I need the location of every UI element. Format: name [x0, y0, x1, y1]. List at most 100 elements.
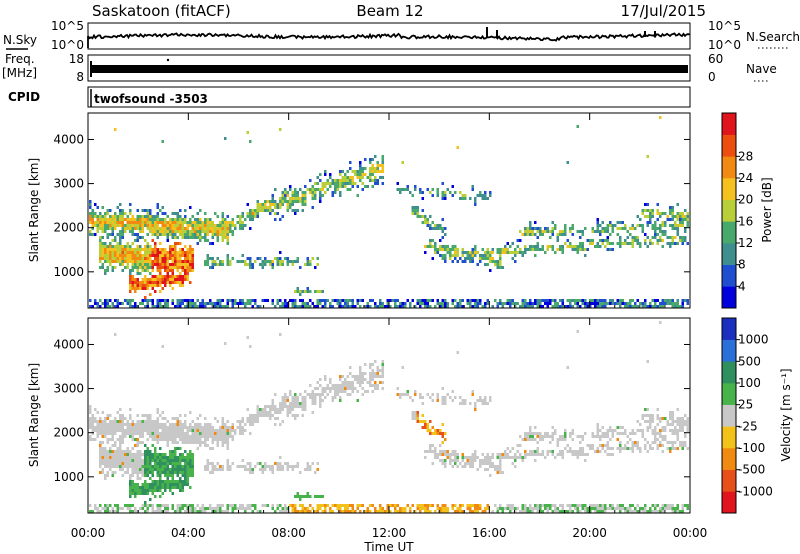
- power-cell: [99, 239, 102, 242]
- power-cell: [189, 245, 192, 248]
- power-cell: [301, 209, 304, 212]
- power-cell: [614, 224, 617, 227]
- power-cell: [374, 170, 377, 173]
- power-cell: [214, 227, 217, 230]
- power-cell: [89, 305, 92, 308]
- velocity-cell: [614, 507, 617, 510]
- velocity-cell: [156, 429, 159, 432]
- velocity-cell: [159, 474, 162, 477]
- power-cell: [119, 209, 122, 212]
- power-cell: [629, 233, 632, 236]
- power-cell: [94, 212, 97, 215]
- power-cell: [329, 185, 332, 188]
- velocity-cell: [426, 450, 429, 453]
- velocity-cell: [531, 453, 534, 456]
- power-cell: [121, 236, 124, 239]
- power-cell: [221, 263, 224, 266]
- velocity-cell: [654, 429, 657, 432]
- power-cell: [134, 290, 137, 293]
- velocity-cell: [456, 510, 459, 513]
- power-cell: [289, 188, 292, 191]
- velocity-cell: [214, 468, 217, 471]
- velocity-cell: [116, 423, 119, 426]
- velocity-cell: [356, 399, 359, 402]
- velocity-cell: [376, 387, 379, 390]
- velocity-cell: [676, 447, 679, 450]
- power-cell: [179, 251, 182, 254]
- velocity-cell: [146, 453, 149, 456]
- power-cell: [401, 302, 404, 305]
- velocity-cell: [416, 420, 419, 423]
- velocity-cell: [661, 450, 664, 453]
- velocity-cell: [454, 456, 457, 459]
- power-cell: [121, 224, 124, 227]
- power-cell: [441, 218, 444, 221]
- velocity-cell: [339, 375, 342, 378]
- velocity-cell: [454, 396, 457, 399]
- power-cell: [424, 305, 427, 308]
- velocity-cell: [596, 510, 599, 513]
- power-cell: [579, 299, 582, 302]
- velocity-cell: [556, 441, 559, 444]
- velocity-cell: [331, 504, 334, 507]
- velocity-cell: [686, 429, 689, 432]
- velocity-cell: [614, 429, 617, 432]
- velocity-cell: [639, 429, 642, 432]
- power-cell: [146, 212, 149, 215]
- power-cell: [519, 251, 522, 254]
- noise-left-label: N.Sky: [3, 33, 37, 47]
- velocity-cell: [679, 441, 682, 444]
- power-cell: [649, 242, 652, 245]
- power-cell: [169, 257, 172, 260]
- velocity-cell: [216, 435, 219, 438]
- velocity-cell: [496, 468, 499, 471]
- velocity-cell: [516, 444, 519, 447]
- velocity-cell: [286, 465, 289, 468]
- power-cell: [291, 191, 294, 194]
- velocity-cell: [139, 468, 142, 471]
- power-cell: [524, 299, 527, 302]
- power-cell: [154, 281, 157, 284]
- power-cell: [226, 215, 229, 218]
- power-cell: [179, 266, 182, 269]
- power-cell: [291, 263, 294, 266]
- velocity-cell: [241, 417, 244, 420]
- power-cell: [594, 245, 597, 248]
- power-cell: [291, 197, 294, 200]
- power-cell: [506, 242, 509, 245]
- power-cell: [571, 227, 574, 230]
- velocity-cell: [229, 465, 232, 468]
- velocity-cell: [144, 459, 147, 462]
- power-cell: [169, 278, 172, 281]
- power-cell: [171, 221, 174, 224]
- power-cell: [129, 260, 132, 263]
- velocity-cell: [199, 429, 202, 432]
- velocity-cell: [201, 510, 204, 513]
- velocity-cell: [196, 417, 199, 420]
- power-cell: [444, 257, 447, 260]
- power-cell: [209, 224, 212, 227]
- velocity-cell: [134, 486, 137, 489]
- power-cell: [289, 185, 292, 188]
- velocity-cell: [154, 465, 157, 468]
- velocity-cell: [681, 441, 684, 444]
- power-cell: [146, 260, 149, 263]
- velocity-cell: [594, 510, 597, 513]
- power-cell: [249, 227, 252, 230]
- velocity-cell: [226, 462, 229, 465]
- velocity-cell: [131, 471, 134, 474]
- power-cell: [94, 215, 97, 218]
- power-cell: [529, 227, 532, 230]
- power-cell: [164, 254, 167, 257]
- velocity-cell: [171, 477, 174, 480]
- power-cell: [171, 275, 174, 278]
- velocity-cell: [89, 420, 92, 423]
- power-cell: [291, 305, 294, 308]
- velocity-cell: [114, 459, 117, 462]
- power-cell: [346, 188, 349, 191]
- power-cell: [619, 302, 622, 305]
- velocity-cell: [141, 432, 144, 435]
- power-cell: [396, 188, 399, 191]
- velocity-cell: [684, 435, 687, 438]
- power-cell: [456, 260, 459, 263]
